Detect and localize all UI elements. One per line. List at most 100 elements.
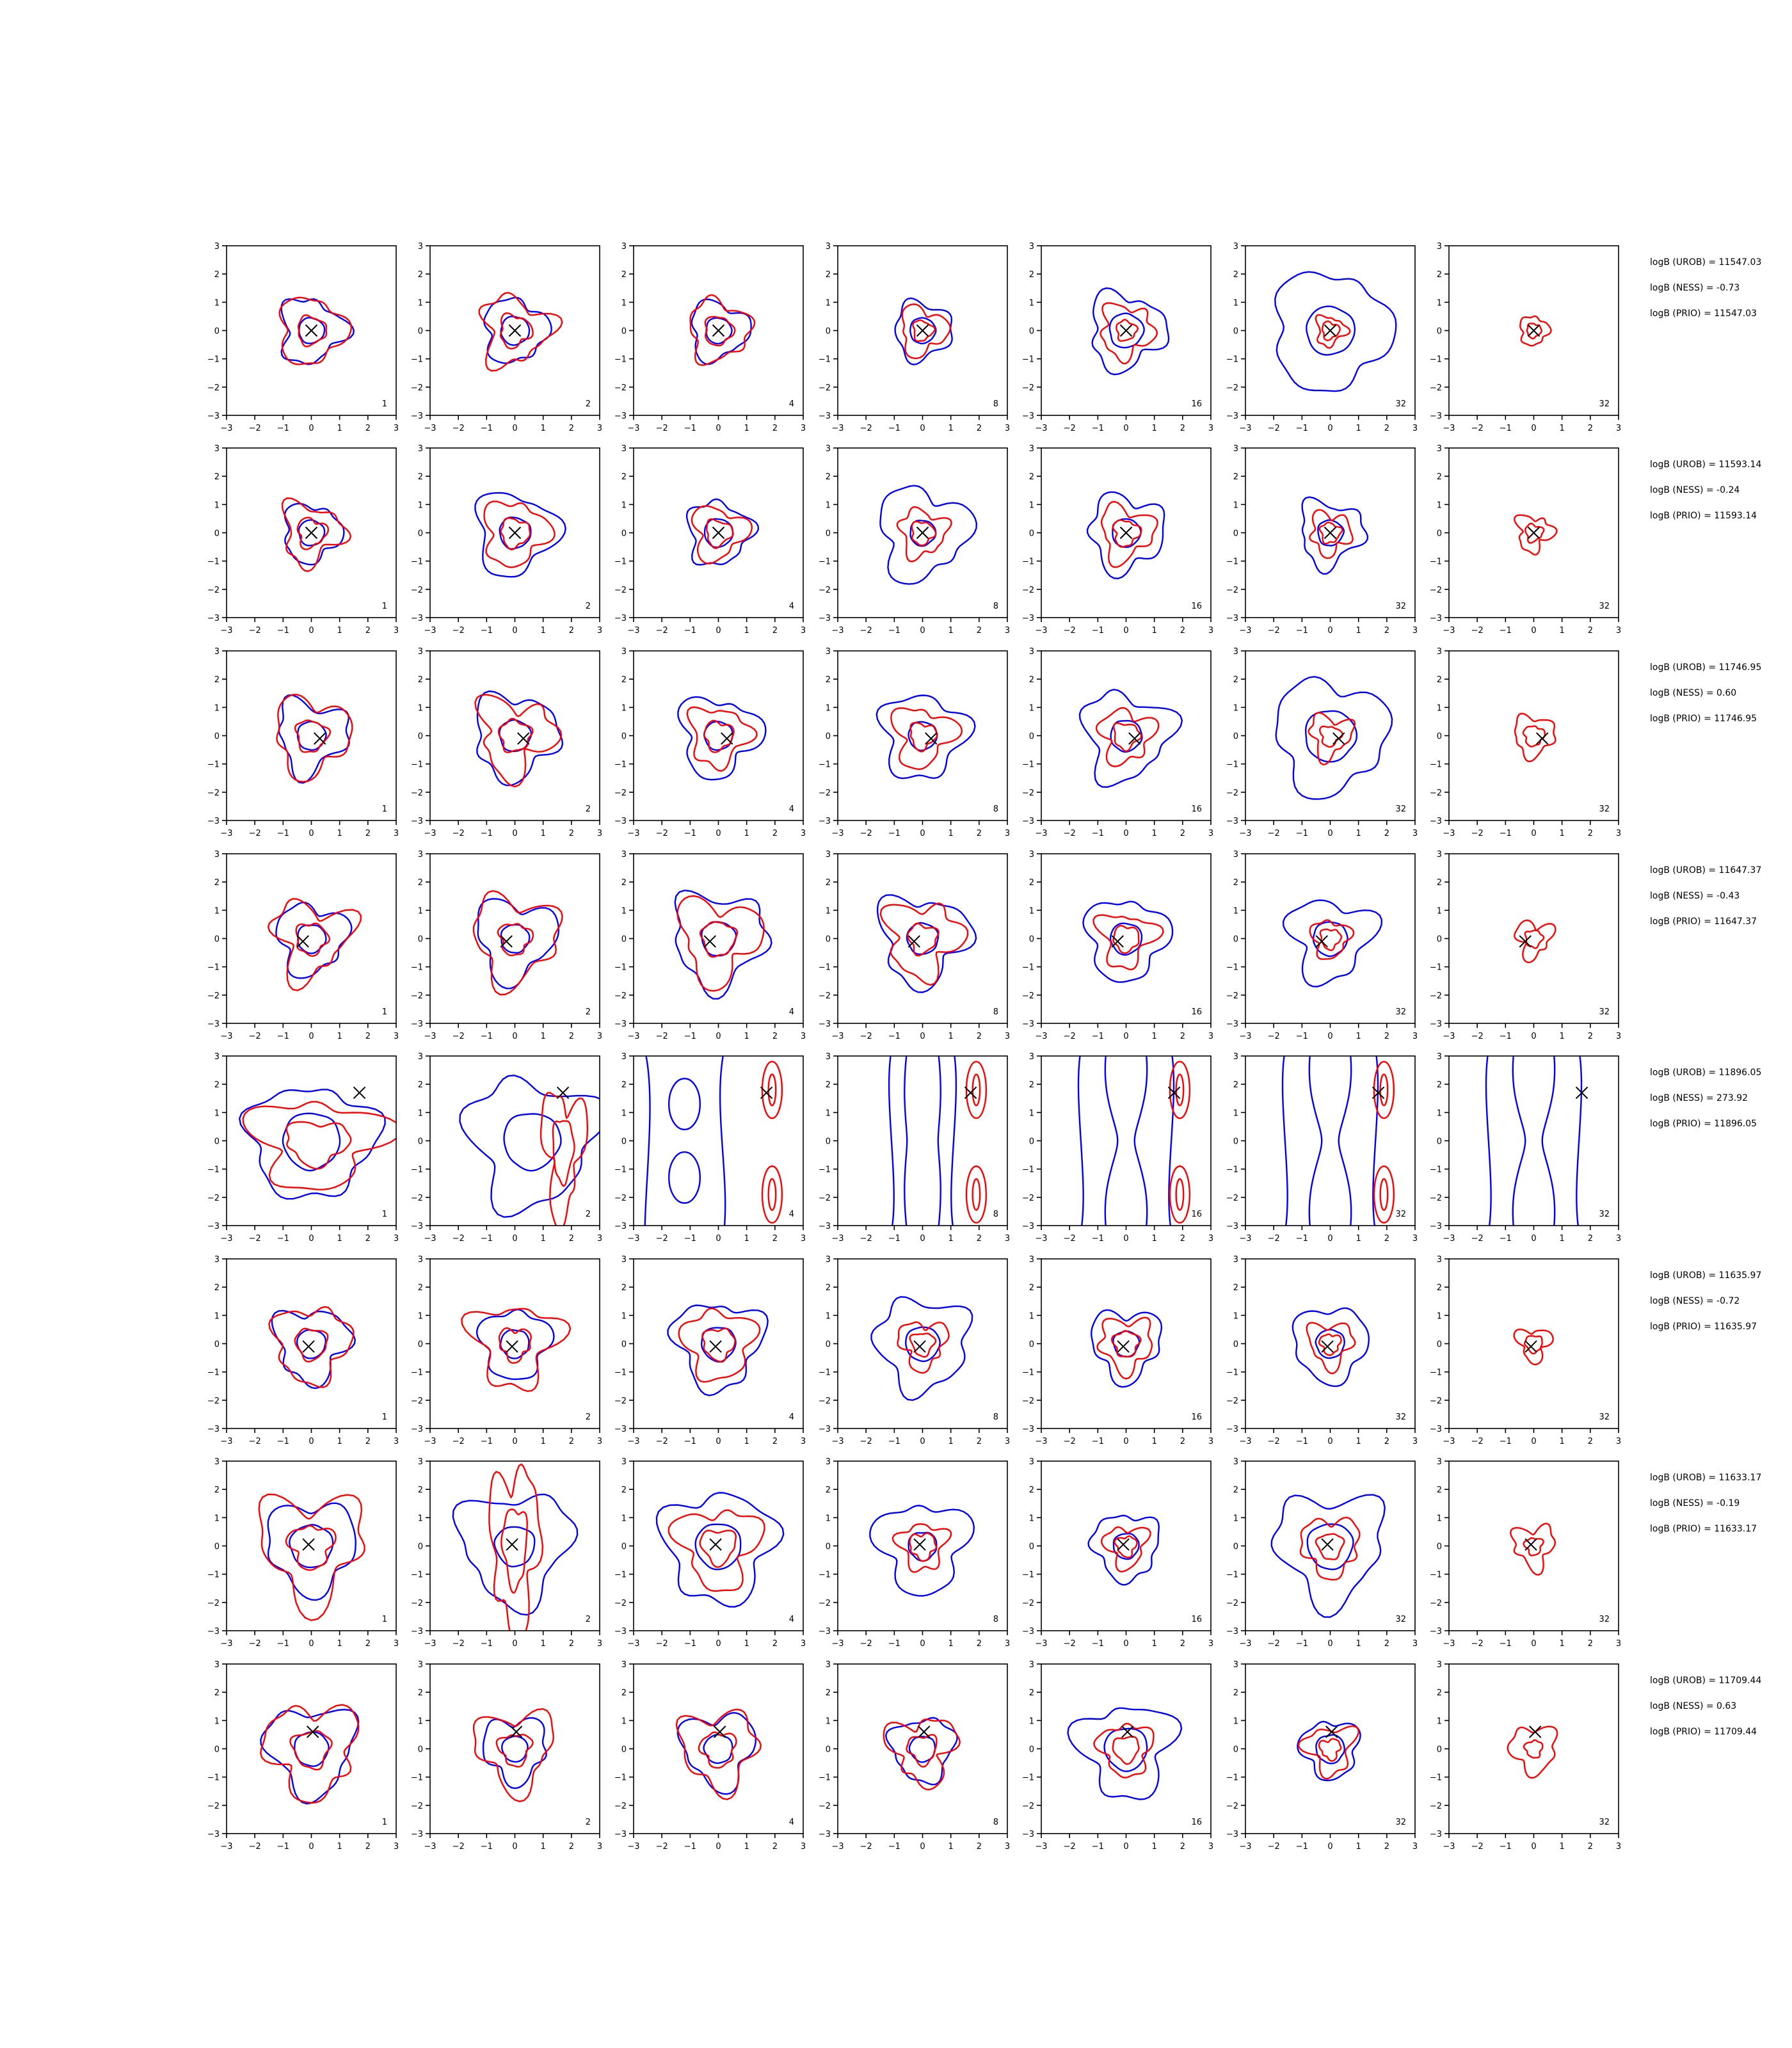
red-contour-inner xyxy=(1523,1335,1543,1355)
panel-r1-c4: −3 −2 −1 0 1 2 3 −3 −2 −1 0 1 2 3 8 xyxy=(819,242,1010,433)
y-tick-label: 2 xyxy=(1029,675,1034,685)
red-contour-inner xyxy=(1526,323,1542,340)
blue-contour-outer xyxy=(1274,271,1397,392)
y-tick-label: −1 xyxy=(1430,557,1442,567)
y-tick-label: −3 xyxy=(1022,1222,1034,1231)
x-tick-label: 0 xyxy=(716,626,721,636)
y-tick-label: 2 xyxy=(418,472,423,482)
panel-r1-c6: −3 −2 −1 0 1 2 3 −3 −2 −1 0 1 2 3 32 xyxy=(1226,242,1418,433)
y-tick-label: 2 xyxy=(621,878,627,888)
y-tick-label: −2 xyxy=(1226,1802,1238,1811)
panel-label: 2 xyxy=(586,1210,591,1219)
y-tick-label: 0 xyxy=(1437,935,1442,945)
x-tick-label: 3 xyxy=(801,424,806,433)
x-tick-label: 0 xyxy=(716,1639,721,1649)
x-tick-label: 2 xyxy=(1588,1437,1593,1446)
panel-r3-c2: −3 −2 −1 0 1 2 3 −3 −2 −1 0 1 2 3 2 xyxy=(411,647,602,838)
x-marker xyxy=(1128,732,1141,745)
y-tick-label: 1 xyxy=(1029,906,1034,916)
contours xyxy=(877,894,977,993)
blue-contour-inner xyxy=(703,518,734,548)
y-tick-label: 3 xyxy=(1233,1255,1238,1265)
red-contour-outer xyxy=(1308,712,1356,765)
x-tick-label: 3 xyxy=(1616,1639,1621,1649)
x-tick-label: −1 xyxy=(1092,1842,1104,1852)
x-tick-label: −2 xyxy=(1064,1032,1076,1041)
logB-ness-text: logB (NESS) = -0.73 xyxy=(1650,283,1740,293)
y-tick-label: 0 xyxy=(826,327,831,337)
y-tick-label: 0 xyxy=(418,1137,423,1147)
panel-r5-c7: −3 −2 −1 0 1 2 3 −3 −2 −1 0 1 2 3 32 xyxy=(1430,1052,1621,1244)
x-tick-label: −1 xyxy=(1296,1437,1308,1446)
y-tick-label: 0 xyxy=(214,529,220,539)
panel-label: 2 xyxy=(586,1615,591,1624)
x-tick-label: 1 xyxy=(1356,1032,1361,1041)
x-tick-label: 2 xyxy=(1384,1639,1389,1649)
y-tick-label: 1 xyxy=(1233,703,1238,713)
x-tick-label: 3 xyxy=(1616,1437,1621,1446)
red-contour-inner xyxy=(296,516,330,550)
y-tick-label: −1 xyxy=(1022,1571,1034,1580)
x-tick-label: 2 xyxy=(977,1032,982,1041)
contours xyxy=(459,1075,600,1226)
y-tick-label: 0 xyxy=(214,732,220,742)
y-tick-label: 2 xyxy=(1437,1688,1442,1698)
panel-r3-c1: −3 −2 −1 0 1 2 3 −3 −2 −1 0 1 2 3 1 xyxy=(207,647,399,838)
y-tick-label: 2 xyxy=(214,270,220,280)
blue-contour-outer xyxy=(477,898,560,989)
x-tick-label: −3 xyxy=(1239,1437,1251,1446)
panels-group: −3 −2 −1 0 1 2 3 −3 −2 −1 0 1 2 3 1 −3 −2 −1 0 1 2 3 −3 −2 −1 0 1 2… xyxy=(207,242,1621,1852)
x-tick-label: 0 xyxy=(512,1639,517,1649)
contours xyxy=(1282,899,1383,988)
red-contour-outer-2 xyxy=(761,1165,783,1224)
red-contour-outer xyxy=(267,898,362,991)
x-tick-label: −1 xyxy=(1296,1842,1308,1852)
x-tick-label: −1 xyxy=(1092,1032,1104,1041)
y-tick-label: 0 xyxy=(418,1542,423,1552)
logB-prio-text: logB (PRIO) = 11896.05 xyxy=(1650,1119,1757,1129)
y-tick-label: −2 xyxy=(1022,383,1034,393)
y-tick-label: 1 xyxy=(1029,703,1034,713)
y-tick-label: −3 xyxy=(1430,1627,1442,1636)
panel-label: 32 xyxy=(1599,1615,1610,1624)
x-tick-label: 2 xyxy=(569,829,574,838)
x-tick-label: −2 xyxy=(1064,1639,1076,1649)
x-tick-label: −1 xyxy=(1296,424,1308,433)
x-tick-label: −1 xyxy=(277,1437,289,1446)
y-tick-label: 2 xyxy=(214,1688,220,1698)
y-tick-label: 3 xyxy=(1437,1255,1442,1265)
blue-contour-inner xyxy=(1103,1727,1148,1772)
y-tick-label: 3 xyxy=(1029,1457,1034,1467)
x-marker xyxy=(1315,935,1328,948)
y-tick-label: 0 xyxy=(1233,1137,1238,1147)
y-tick-label: −3 xyxy=(614,614,627,623)
logB-urob-text: logB (UROB) = 11633.17 xyxy=(1650,1473,1761,1483)
x-tick-label: 3 xyxy=(1005,1437,1010,1446)
y-tick-label: 3 xyxy=(1029,850,1034,860)
x-tick-label: −3 xyxy=(1035,424,1047,433)
y-tick-label: 3 xyxy=(418,444,423,454)
y-tick-label: −2 xyxy=(1226,1396,1238,1406)
x-tick-label: 0 xyxy=(308,424,314,433)
blue-contour-3 xyxy=(1281,1056,1288,1226)
contours xyxy=(258,1493,365,1622)
x-tick-label: 1 xyxy=(541,1437,546,1446)
blue-contour-outer xyxy=(1282,899,1383,988)
y-tick-label: 1 xyxy=(418,500,423,510)
y-tick-label: 1 xyxy=(418,1716,423,1726)
contours xyxy=(1091,287,1170,376)
x-tick-label: 3 xyxy=(1005,829,1010,838)
red-contour-outer-2 xyxy=(965,1165,988,1224)
panel-r7-c4: −3 −2 −1 0 1 2 3 −3 −2 −1 0 1 2 3 8 xyxy=(819,1457,1010,1649)
x-tick-label: −3 xyxy=(627,1639,639,1649)
red-contour-outer xyxy=(675,1708,762,1800)
x-tick-label: −3 xyxy=(1443,829,1455,838)
red-contour-inner xyxy=(1524,522,1545,544)
red-contour-inner xyxy=(499,312,534,350)
y-tick-label: −2 xyxy=(819,1396,831,1406)
x-tick-label: −3 xyxy=(424,1437,436,1446)
contours xyxy=(1082,900,1174,983)
red-contour-inner xyxy=(911,520,937,547)
x-tick-label: 1 xyxy=(948,1032,954,1041)
y-tick-label: 0 xyxy=(1029,1542,1034,1552)
